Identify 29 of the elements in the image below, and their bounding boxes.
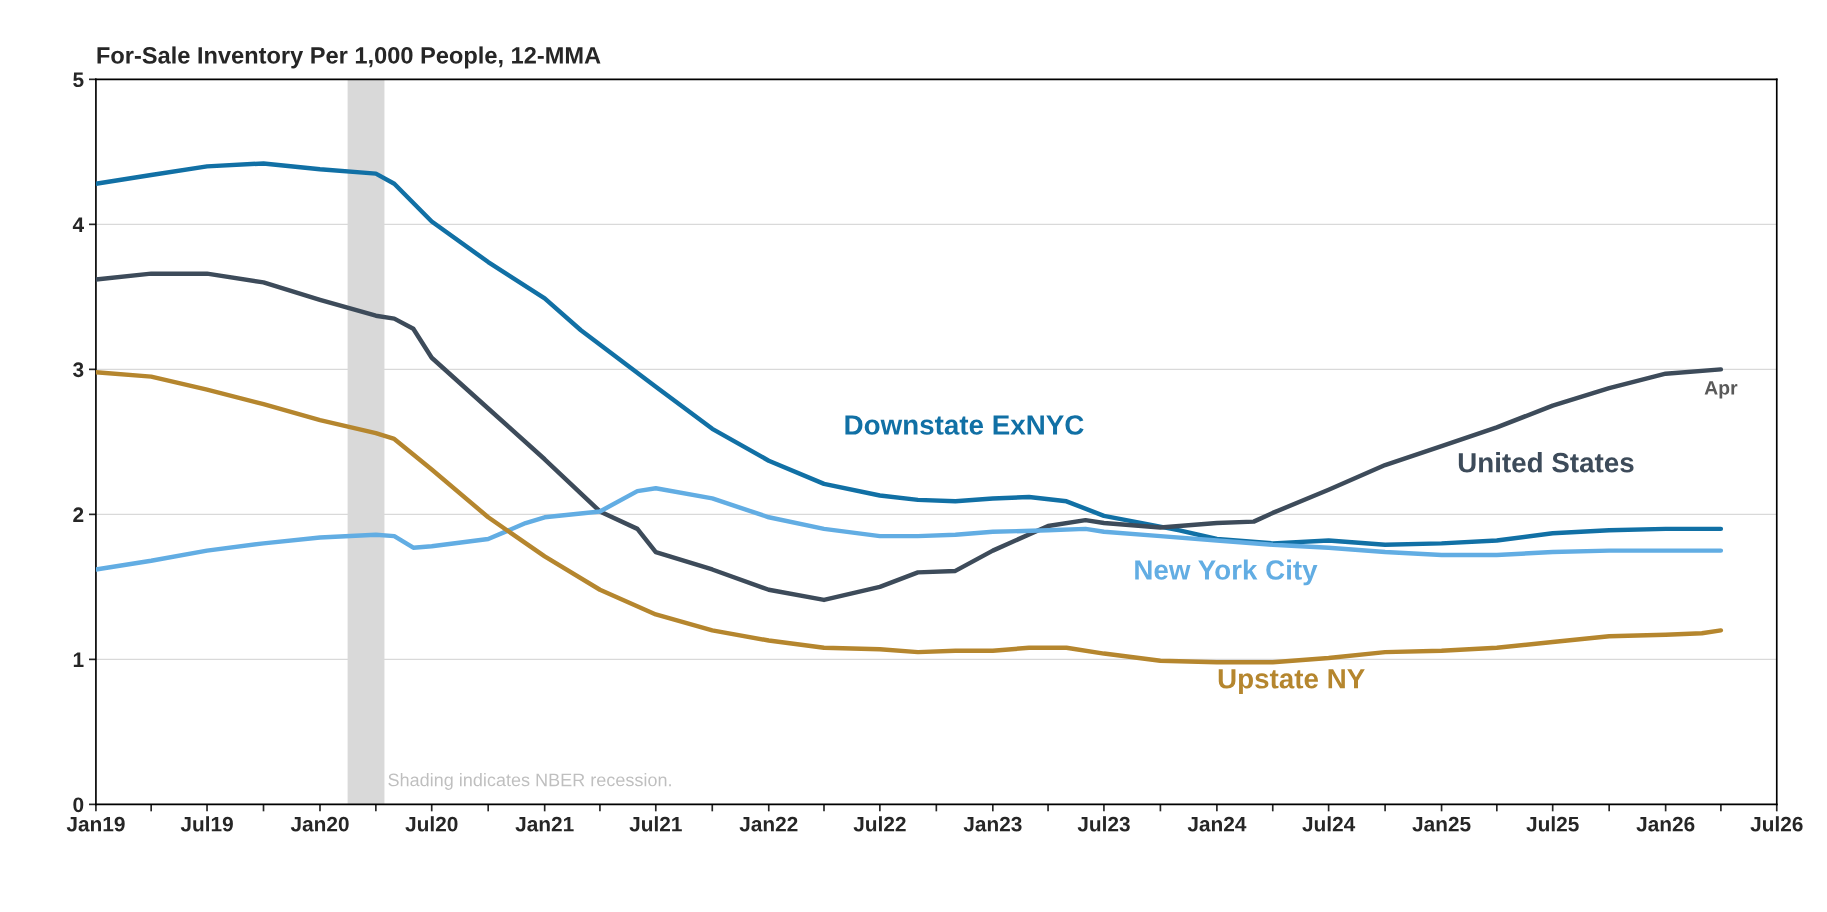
series-label: Upstate NY <box>1218 669 1365 695</box>
y-tick-label: 3 <box>73 362 84 378</box>
x-tick-label: Jul20 <box>405 816 458 832</box>
x-tick-label: Jul19 <box>180 816 233 832</box>
x-tick-label: Jan26 <box>1636 816 1695 832</box>
x-tick-label: Jan25 <box>1412 816 1471 832</box>
x-tick-label: Jan24 <box>1187 816 1247 832</box>
x-tick-label: Jul23 <box>1077 816 1130 832</box>
x-tick-label: Jul22 <box>853 816 906 832</box>
y-tick-label: 1 <box>73 652 84 667</box>
y-tick-label: 5 <box>73 72 84 88</box>
y-tick-label: 4 <box>72 217 84 232</box>
series-label: United States <box>1458 452 1634 473</box>
chart-title: For-Sale Inventory Per 1,000 People, 12-MMA <box>97 46 601 69</box>
series-label: Downstate ExNYC <box>845 415 1084 435</box>
x-tick-label: Jul24 <box>1302 816 1356 832</box>
x-tick-label: Jan23 <box>963 816 1022 832</box>
x-tick-label: Jan21 <box>515 816 574 832</box>
band-label: Shading indicates NBER recession. <box>388 773 671 790</box>
x-tick-label: Jan20 <box>290 816 349 832</box>
x-tick-label: Jul26 <box>1750 816 1803 832</box>
x-tick-label: Jan19 <box>66 816 125 832</box>
annotation: Apr <box>1704 381 1738 399</box>
y-tick-label: 0 <box>73 797 84 813</box>
series-label: New York City <box>1135 559 1318 586</box>
y-tick-label: 2 <box>73 507 84 522</box>
x-tick-label: Jan22 <box>739 816 798 832</box>
x-tick-label: Jul25 <box>1526 816 1579 832</box>
x-tick-label: Jul21 <box>629 816 682 832</box>
